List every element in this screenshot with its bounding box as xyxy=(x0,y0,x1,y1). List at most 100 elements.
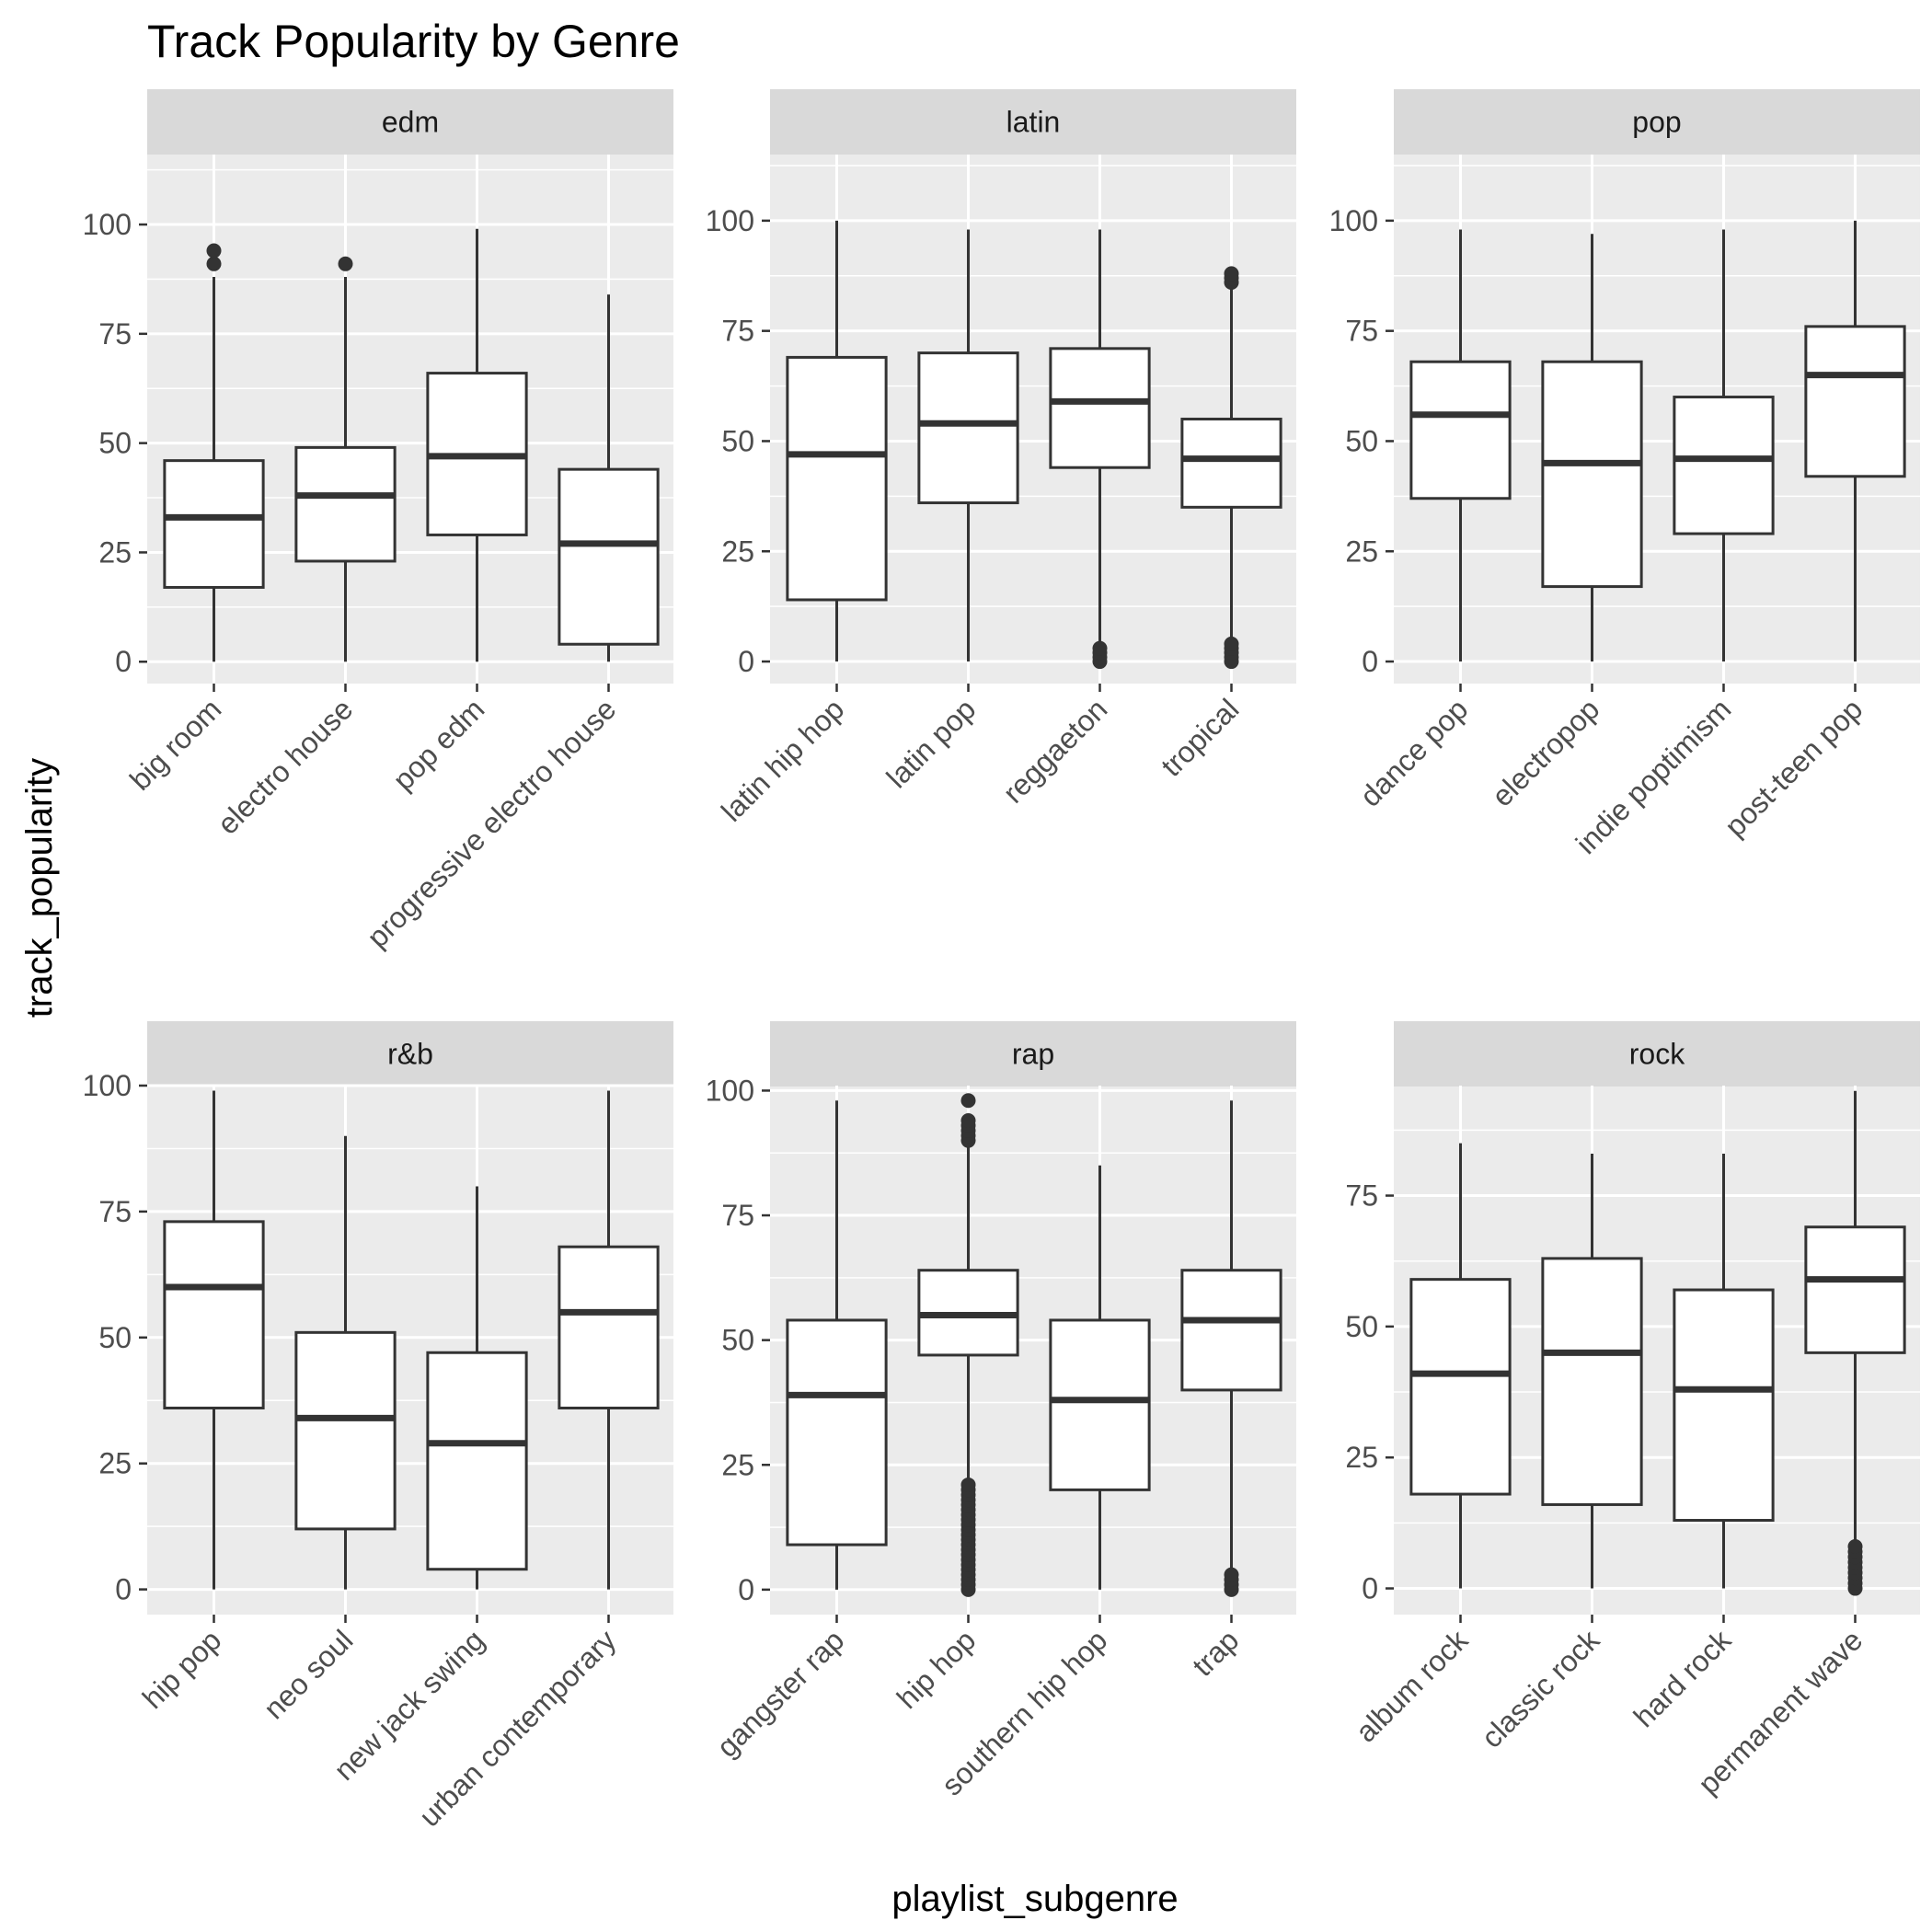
facet-label: latin xyxy=(1006,106,1061,139)
y-tick-label: 0 xyxy=(1362,1572,1378,1605)
x-axis-title: playlist_subgenre xyxy=(891,1879,1178,1919)
x-tick-label: electropop xyxy=(1485,692,1605,812)
x-tick-label: hip pop xyxy=(136,1623,228,1715)
y-tick-label: 25 xyxy=(98,535,132,569)
box-reggaeton xyxy=(1049,229,1151,670)
x-tick-label: classic rock xyxy=(1475,1623,1606,1754)
facet-strip xyxy=(1394,89,1920,155)
y-tick-label: 50 xyxy=(721,424,754,457)
outlier-point xyxy=(1092,640,1108,656)
x-tick-label: latin hip hop xyxy=(715,692,850,827)
box-electro-house xyxy=(294,256,397,662)
iqr-box xyxy=(1541,360,1643,589)
outlier-point xyxy=(206,256,222,271)
facet-label: rock xyxy=(1629,1038,1685,1071)
iqr-box xyxy=(558,1245,660,1409)
iqr-box xyxy=(1673,1288,1775,1523)
x-tick-label: dance pop xyxy=(1353,692,1474,812)
y-tick-label: 75 xyxy=(1345,1179,1378,1213)
y-tick-label: 75 xyxy=(98,1195,132,1228)
box-gangster-rap xyxy=(786,1100,888,1590)
box-indie-poptimism xyxy=(1673,229,1775,662)
facet-strip xyxy=(770,89,1296,155)
y-tick-label: 75 xyxy=(721,1199,754,1232)
iqr-box xyxy=(1409,1278,1512,1496)
box-latin-hip-hop xyxy=(786,220,888,662)
y-tick-label: 0 xyxy=(1362,645,1378,678)
x-tick-label: neo soul xyxy=(257,1623,359,1725)
facet-label: r&b xyxy=(387,1038,433,1071)
iqr-box xyxy=(1673,396,1775,535)
panel-rock: rock 0 25 50 75 album rock classic rock hard ro… xyxy=(1345,1021,1920,1800)
box-neo-soul xyxy=(294,1135,397,1590)
y-tick-label: 50 xyxy=(1345,1310,1378,1343)
facet-label: rap xyxy=(1012,1038,1054,1071)
box-urban-contemporary xyxy=(558,1090,660,1590)
facet-strip xyxy=(147,89,673,155)
iqr-box xyxy=(294,445,397,563)
box-dance-pop xyxy=(1409,229,1512,662)
iqr-box xyxy=(786,1318,888,1547)
box-southern-hip-hop xyxy=(1049,1165,1151,1590)
x-tick-label: electro house xyxy=(211,692,359,840)
x-tick-label: hard rock xyxy=(1627,1623,1738,1733)
y-tick-label: 0 xyxy=(115,645,132,678)
y-tick-label: 25 xyxy=(98,1447,132,1480)
y-tick-label: 25 xyxy=(1345,535,1378,568)
box-trap xyxy=(1180,1100,1282,1597)
outlier-point xyxy=(1224,266,1239,282)
y-tick-label: 50 xyxy=(98,1321,132,1354)
y-tick-label: 0 xyxy=(115,1573,132,1606)
y-tick-label: 50 xyxy=(721,1324,754,1357)
facet-label: pop xyxy=(1632,106,1681,139)
outlier-point xyxy=(1847,1538,1863,1554)
x-tick-label: hip hop xyxy=(891,1623,983,1715)
box-album-rock xyxy=(1409,1143,1512,1589)
iqr-box xyxy=(163,1220,265,1409)
iqr-box xyxy=(786,355,888,602)
facet-strip xyxy=(770,1021,1296,1087)
y-tick-label: 0 xyxy=(738,645,754,678)
box-hard-rock xyxy=(1673,1154,1775,1589)
x-tick-label: album rock xyxy=(1349,1623,1475,1749)
box-latin-pop xyxy=(917,229,1019,662)
iqr-box xyxy=(1049,1318,1151,1491)
outlier-point xyxy=(338,256,353,271)
box-tropical xyxy=(1180,266,1282,670)
y-tick-label: 75 xyxy=(1345,315,1378,348)
box-hip-hop xyxy=(917,1093,1019,1597)
iqr-box xyxy=(1180,418,1282,509)
x-tick-label: tropical xyxy=(1155,692,1245,782)
panel-latin: latin 0 25 50 75 100 latin hip hop latin pop reg… xyxy=(706,89,1296,828)
iqr-box xyxy=(163,459,265,589)
outlier-point xyxy=(1224,1567,1239,1582)
x-tick-label: gangster rap xyxy=(710,1623,851,1764)
iqr-box xyxy=(1804,325,1906,478)
y-tick-label: 25 xyxy=(721,1448,754,1481)
y-tick-label: 75 xyxy=(721,315,754,348)
y-tick-label: 100 xyxy=(706,1074,754,1107)
iqr-box xyxy=(426,1351,528,1571)
y-tick-label: 25 xyxy=(1345,1441,1378,1474)
iqr-box xyxy=(1804,1225,1906,1354)
outlier-point xyxy=(1224,636,1239,651)
box-classic-rock xyxy=(1541,1154,1643,1589)
y-tick-label: 100 xyxy=(1329,204,1378,237)
box-big-room xyxy=(163,243,265,662)
chart-title: Track Popularity by Genre xyxy=(147,16,680,67)
y-tick-label: 0 xyxy=(738,1573,754,1606)
iqr-box xyxy=(1409,360,1512,500)
x-tick-label: progressive electro house xyxy=(361,692,623,954)
y-tick-label: 100 xyxy=(83,1069,132,1102)
x-tick-label: trap xyxy=(1186,1623,1245,1682)
box-post-teen-pop xyxy=(1804,220,1906,662)
y-axis-title: track_popularity xyxy=(19,758,60,1018)
facet-strip xyxy=(1394,1021,1920,1087)
box-electropop xyxy=(1541,234,1643,662)
